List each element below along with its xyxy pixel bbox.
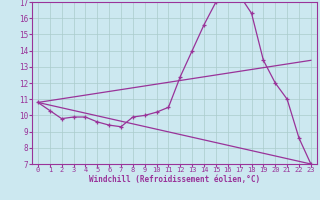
X-axis label: Windchill (Refroidissement éolien,°C): Windchill (Refroidissement éolien,°C) — [89, 175, 260, 184]
